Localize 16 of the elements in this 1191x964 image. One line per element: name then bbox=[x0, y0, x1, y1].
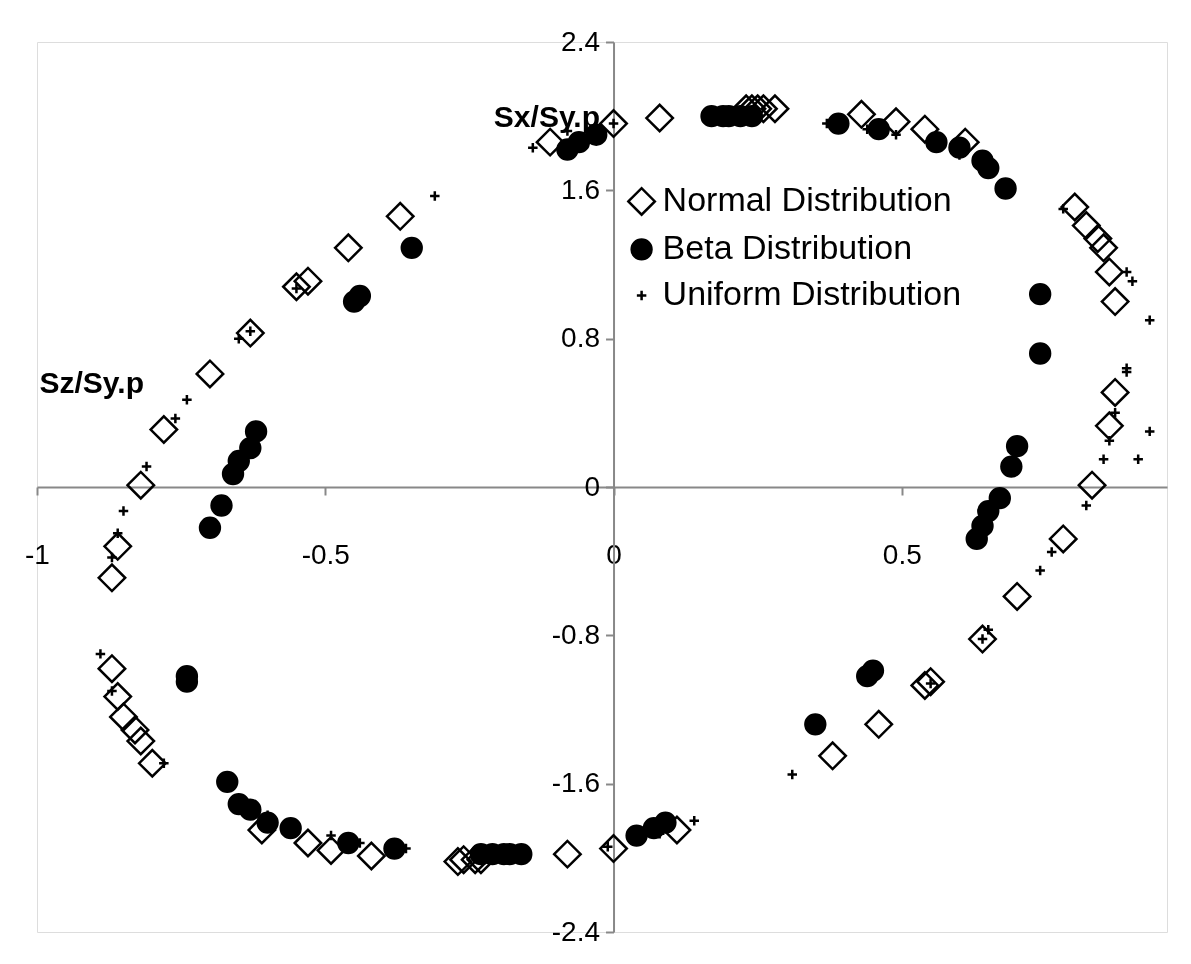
legend-label: Beta Distribution bbox=[662, 228, 913, 267]
y-axis-title: Sx/Sy.p bbox=[493, 99, 601, 133]
x-tick-label: 0.5 bbox=[882, 538, 922, 570]
y-tick-label: 0 bbox=[584, 470, 601, 502]
y-tick-label: 0.8 bbox=[561, 322, 601, 354]
legend-label: Uniform Distribution bbox=[662, 274, 962, 313]
x-tick-label: -1 bbox=[25, 538, 50, 570]
x-axis-title: Sz/Sy.p bbox=[39, 365, 144, 399]
y-tick-label: -1.6 bbox=[551, 767, 601, 799]
y-tick-label: -0.8 bbox=[551, 618, 601, 650]
legend-label: Normal Distribution bbox=[662, 180, 952, 219]
x-tick-label: 0 bbox=[606, 538, 622, 570]
y-tick-label: 2.4 bbox=[561, 25, 601, 57]
x-tick-label: -0.5 bbox=[301, 538, 350, 570]
y-tick-label: 1.6 bbox=[561, 173, 601, 205]
y-tick-label: -2.4 bbox=[551, 915, 601, 947]
